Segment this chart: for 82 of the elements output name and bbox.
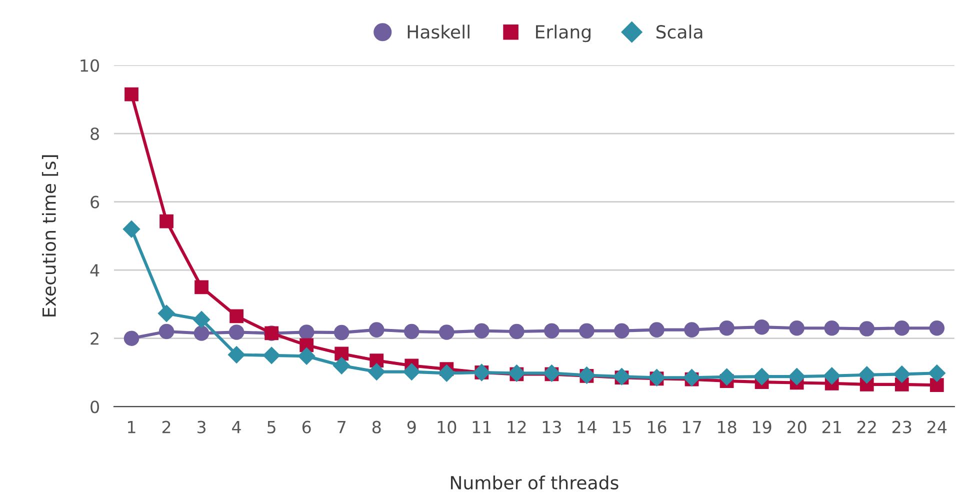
point — [263, 346, 280, 364]
x-tick-label: 20 — [787, 420, 806, 434]
point — [684, 322, 700, 338]
x-tick-label: 3 — [198, 420, 206, 434]
point — [824, 320, 840, 336]
point — [579, 323, 594, 338]
point — [894, 320, 910, 336]
x-tick-label: 16 — [648, 420, 666, 434]
point — [683, 369, 700, 386]
point — [754, 319, 770, 335]
point — [509, 324, 524, 340]
x-tick-label: 24 — [928, 420, 947, 434]
point — [334, 346, 349, 361]
x-tick-label: 22 — [857, 420, 876, 434]
point — [404, 324, 420, 340]
x-tick-label: 9 — [407, 420, 416, 434]
point — [194, 280, 208, 294]
point — [788, 368, 806, 386]
point — [474, 323, 490, 338]
point — [893, 366, 910, 383]
point — [298, 348, 316, 365]
y-tick-label: 8 — [90, 127, 99, 140]
point — [124, 330, 140, 346]
x-tick-label: 13 — [542, 420, 561, 434]
point — [122, 220, 140, 238]
x-tick-label: 11 — [472, 421, 491, 434]
x-tick-label: 23 — [892, 420, 912, 434]
point — [928, 364, 946, 382]
y-tick-label: 0 — [90, 400, 99, 414]
y-tick-label: 2 — [90, 332, 98, 345]
point — [403, 363, 420, 380]
x-tick-label: 21 — [822, 420, 841, 434]
point — [192, 311, 210, 328]
x-tick-label: 17 — [683, 421, 701, 434]
y-tick-label: 6 — [90, 196, 100, 208]
point — [368, 322, 384, 338]
x-tick-label: 18 — [718, 420, 736, 434]
y-tick-label: 4 — [90, 264, 100, 276]
point — [859, 321, 875, 336]
point — [929, 320, 945, 336]
y-tick-label: 10 — [80, 59, 99, 72]
point — [544, 323, 560, 338]
x-tick-label: 2 — [162, 420, 170, 434]
x-tick-label: 1 — [128, 421, 136, 434]
point — [858, 366, 876, 384]
x-tick-label: 12 — [508, 420, 526, 434]
point — [439, 324, 454, 340]
point — [368, 363, 386, 380]
x-tick-label: 4 — [232, 421, 241, 434]
point — [333, 357, 350, 374]
point — [649, 322, 664, 338]
point — [228, 346, 246, 364]
x-tick-label: 7 — [338, 421, 346, 434]
point — [298, 324, 314, 340]
point — [823, 367, 840, 384]
point — [719, 320, 734, 336]
point — [230, 309, 244, 324]
y-axis-title: Execution time [s] — [42, 155, 58, 316]
x-axis-title: Number of threads — [450, 476, 618, 490]
x-tick-label: 6 — [302, 420, 311, 434]
point — [334, 324, 350, 340]
point — [930, 378, 944, 392]
point — [194, 326, 210, 341]
point — [160, 214, 174, 228]
x-tick-label: 15 — [612, 421, 631, 434]
point — [438, 364, 456, 382]
point — [789, 320, 804, 336]
legend-label: Scala — [656, 24, 702, 39]
point — [124, 87, 138, 102]
x-tick-label: 19 — [753, 420, 772, 434]
point — [158, 304, 176, 322]
point — [158, 324, 174, 340]
x-tick-label: 14 — [578, 421, 596, 434]
point — [718, 368, 736, 386]
legend-label: Haskell — [408, 24, 470, 39]
x-tick-label: 8 — [372, 420, 381, 434]
x-tick-label: 5 — [268, 421, 276, 434]
point — [753, 368, 770, 386]
point — [228, 324, 244, 340]
legend-label: Erlang — [536, 24, 590, 42]
x-tick-label: 10 — [438, 420, 456, 434]
point — [614, 323, 630, 338]
